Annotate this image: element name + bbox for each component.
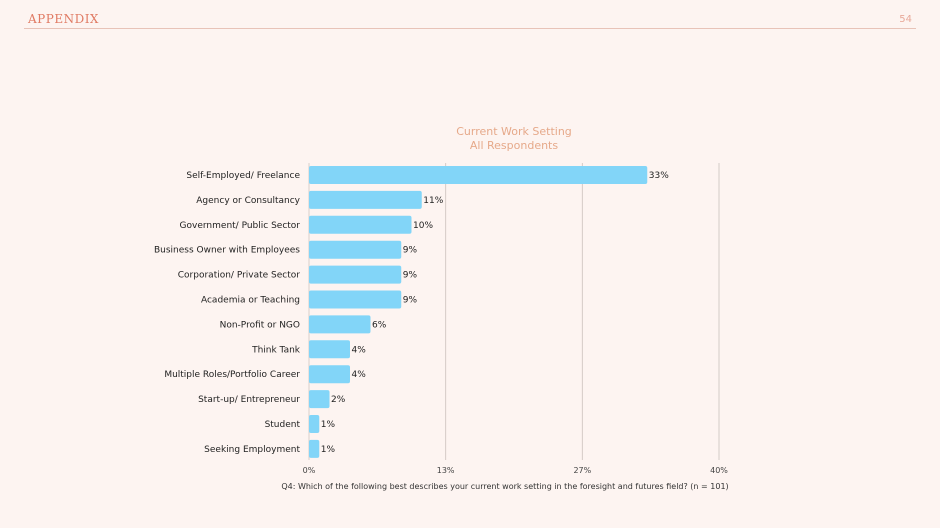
bar-3 — [309, 240, 402, 259]
bar-1 — [309, 190, 422, 209]
bar-6 — [309, 315, 371, 334]
category-label-3: Business Owner with Employees — [154, 246, 300, 256]
bar-0 — [309, 166, 648, 184]
chart-subtitle: All Respondents — [469, 139, 559, 152]
chart-title: Current Work Setting — [456, 125, 572, 138]
data-label-4: 9% — [403, 271, 418, 281]
category-label-2: Government/ Public Sector — [180, 221, 301, 231]
category-label-5: Academia or Teaching — [201, 296, 300, 306]
category-label-8: Multiple Roles/Portfolio Career — [164, 370, 300, 380]
bar-2 — [309, 215, 412, 234]
data-label-7: 4% — [352, 345, 367, 355]
bar-9 — [309, 390, 330, 409]
x-tick-label-2: 27% — [573, 466, 591, 475]
bar-10 — [309, 415, 320, 433]
header-divider — [24, 28, 916, 29]
data-label-2: 10% — [413, 221, 433, 231]
category-label-9: Start-up/ Entrepreneur — [198, 395, 300, 405]
data-label-3: 9% — [403, 246, 418, 256]
bar-8 — [309, 365, 350, 384]
data-label-0: 33% — [649, 171, 669, 181]
bar-4 — [309, 265, 402, 284]
category-label-4: Corporation/ Private Sector — [178, 271, 301, 281]
section-label: APPENDIX — [28, 12, 99, 26]
page-number: 54 — [899, 14, 912, 25]
bar-5 — [309, 290, 402, 309]
data-label-1: 11% — [423, 196, 443, 206]
bar-11 — [309, 439, 320, 458]
data-label-10: 1% — [321, 420, 336, 430]
category-label-10: Student — [265, 420, 301, 430]
category-label-11: Seeking Employment — [204, 445, 300, 455]
x-tick-label-0: 0% — [303, 466, 316, 475]
category-label-7: Think Tank — [251, 345, 301, 355]
data-label-6: 6% — [372, 320, 387, 330]
data-label-9: 2% — [331, 395, 346, 405]
x-tick-label-3: 40% — [710, 466, 728, 475]
data-label-5: 9% — [403, 296, 418, 306]
category-label-1: Agency or Consultancy — [196, 196, 300, 206]
data-label-11: 1% — [321, 445, 336, 455]
chart-caption: Q4: Which of the following best describe… — [281, 482, 729, 491]
category-label-0: Self-Employed/ Freelance — [186, 171, 300, 181]
x-tick-label-1: 13% — [437, 466, 455, 475]
category-label-6: Non-Profit or NGO — [220, 320, 300, 330]
bar-7 — [309, 340, 350, 359]
data-label-8: 4% — [352, 370, 367, 380]
